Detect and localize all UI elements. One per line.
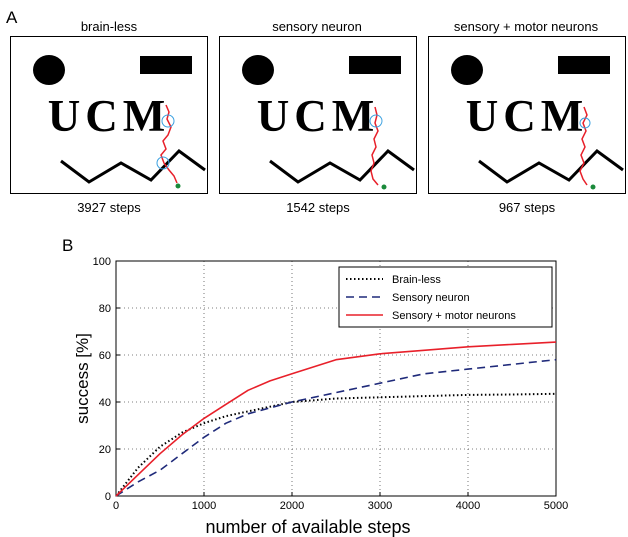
maze-sensor-circle — [579, 117, 591, 129]
legend-label-1: Brain-less — [392, 274, 441, 286]
panel-a-letter: A — [6, 8, 18, 27]
maze-3-ucm: UCM — [465, 91, 589, 141]
x-tick-label: 0 — [113, 500, 119, 512]
maze-zigzag-wall — [60, 149, 206, 184]
maze-path — [160, 104, 178, 184]
maze-3-title: sensory + motor neurons — [453, 19, 599, 34]
maze-2-title: sensory neuron — [272, 19, 362, 34]
maze-start-dot — [590, 184, 596, 190]
maze-3-sensory-motor: UCM — [428, 36, 626, 194]
maze-start-dot — [175, 183, 181, 189]
maze-rect-obstacle — [558, 56, 610, 74]
x-axis-title: number of available steps — [205, 517, 410, 537]
y-tick-label: 0 — [105, 491, 111, 503]
series-line-2 — [115, 358, 557, 497]
plot-frame — [115, 260, 557, 497]
panel-b-letter: B — [62, 236, 74, 255]
maze-path — [579, 106, 588, 186]
maze-3-drawing — [451, 55, 624, 190]
y-tick-label: 20 — [99, 444, 111, 456]
x-tick-label: 2000 — [280, 500, 304, 512]
maze-rect-obstacle — [349, 56, 401, 74]
success-chart: 0 1000 2000 3000 4000 5000 0 20 40 60 80 100 number … — [0, 240, 628, 537]
x-tick-label: 5000 — [544, 500, 568, 512]
maze-zigzag-wall — [478, 149, 624, 184]
maze-1-brainless: UCM — [10, 36, 208, 194]
maze-3-caption: 967 steps — [498, 200, 556, 215]
maze-path — [370, 106, 379, 186]
maze-rect-obstacle — [140, 56, 192, 74]
success-chart-svg: 0 1000 2000 3000 4000 5000 0 20 40 60 80 100 number … — [73, 256, 568, 537]
maze-1-ucm: UCM — [47, 91, 171, 141]
maze-1-drawing — [33, 55, 206, 189]
maze-1-caption: 3927 steps — [77, 200, 141, 215]
y-tick-label: 40 — [99, 397, 111, 409]
maze-start-dot — [381, 184, 387, 190]
y-tick-label: 100 — [93, 256, 111, 268]
maze-1-title: brain-less — [80, 19, 138, 34]
maze-sensor-circle — [156, 156, 170, 170]
maze-circle-obstacle — [33, 55, 65, 85]
series-line-1 — [115, 392, 557, 497]
maze-circle-obstacle — [451, 55, 483, 85]
x-tick-label: 3000 — [368, 500, 392, 512]
legend-label-2: Sensory neuron — [392, 292, 470, 304]
maze-2-ucm: UCM — [256, 91, 380, 141]
maze-2-caption: 1542 steps — [286, 200, 350, 215]
maze-sensor-circle — [369, 114, 383, 128]
maze-zigzag-wall — [269, 149, 415, 184]
maze-2-drawing — [242, 55, 415, 190]
y-axis-title: success [%] — [73, 333, 92, 424]
series-line-3 — [115, 341, 557, 497]
y-tick-label: 60 — [99, 350, 111, 362]
y-tick-label: 80 — [99, 303, 111, 315]
x-tick-label: 4000 — [456, 500, 480, 512]
maze-sensor-circle — [161, 114, 175, 128]
legend-label-3: Sensory + motor neurons — [392, 310, 516, 322]
x-tick-label: 1000 — [192, 500, 216, 512]
maze-2-sensory: UCM — [219, 36, 417, 194]
maze-circle-obstacle — [242, 55, 274, 85]
